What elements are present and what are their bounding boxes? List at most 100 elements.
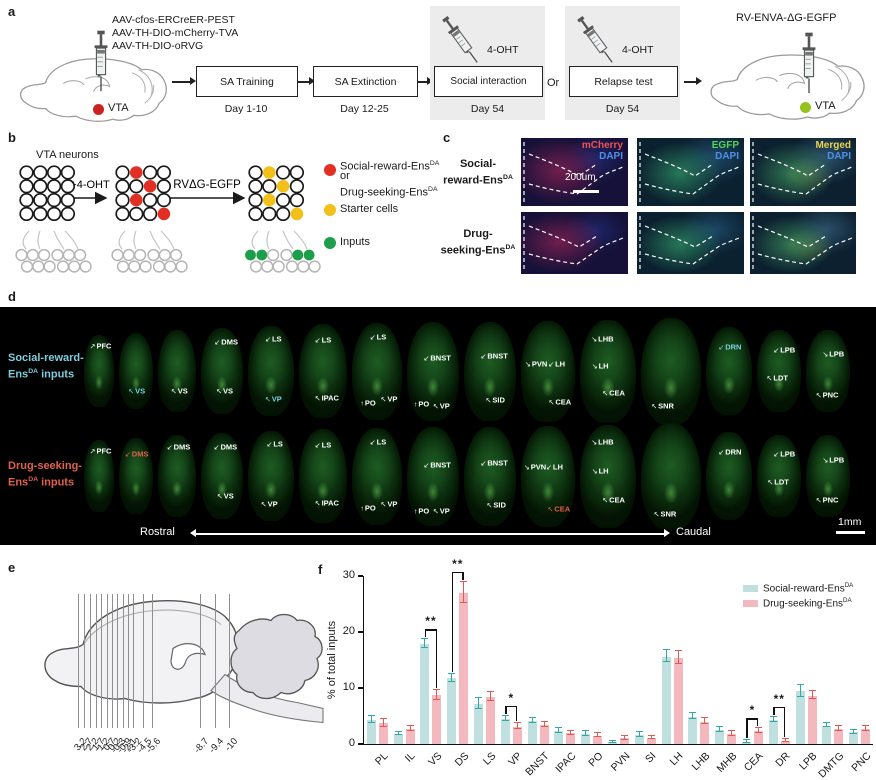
bar-social-PL bbox=[366, 719, 376, 744]
bar-social-DR bbox=[768, 719, 778, 744]
input-neuron bbox=[51, 248, 64, 262]
legend-social-sup: DA bbox=[429, 160, 440, 167]
bar-group-PL bbox=[364, 576, 391, 744]
bar-drug-DMTG bbox=[834, 728, 844, 744]
fluorescence-spot bbox=[131, 375, 141, 391]
flow-arrow-2 bbox=[298, 78, 315, 85]
bar-drug-SI bbox=[646, 737, 656, 744]
legend-ensemble-drug: Drug-seeking-EnsDA bbox=[340, 183, 438, 200]
region-arrow-icon: ↙ bbox=[214, 339, 221, 347]
x-tick-DMTG: DMTG bbox=[815, 750, 847, 780]
bar-social-DMTG bbox=[822, 725, 832, 744]
region-label-snr: ↖SNR bbox=[654, 510, 677, 519]
brain-section-blob bbox=[580, 319, 636, 423]
fluorescence-spot bbox=[216, 376, 228, 394]
region-text: PNC bbox=[822, 390, 839, 400]
vta-neuron bbox=[276, 180, 290, 193]
errorbar-social-MHB bbox=[716, 726, 724, 732]
region-text: BNST bbox=[430, 460, 451, 470]
region-label-vs: ↖VS bbox=[171, 387, 188, 397]
region-arrow-icon: ↙ bbox=[314, 442, 321, 450]
input-neuron bbox=[297, 260, 310, 273]
region-arrow-icon: ↖ bbox=[380, 501, 387, 509]
step-sa-training: SA Training bbox=[196, 66, 298, 97]
vta-neuron bbox=[129, 206, 144, 222]
vta-neuron bbox=[248, 179, 263, 194]
x-tick-IPAC: IPAC bbox=[553, 750, 579, 776]
errorbar-drug-MHB bbox=[728, 730, 736, 736]
vta-neuron bbox=[46, 179, 62, 194]
section-line bbox=[96, 594, 97, 728]
brain-section-blob bbox=[580, 424, 636, 528]
fluorescence-spot bbox=[317, 481, 329, 501]
vta-neuron bbox=[290, 207, 304, 221]
region-label-po: ↑PO bbox=[360, 504, 375, 513]
region-arrow-icon: ↙ bbox=[166, 444, 173, 452]
region-text: LHB bbox=[598, 334, 614, 344]
fluorescence-spot bbox=[172, 480, 182, 498]
input-neuron bbox=[62, 248, 75, 262]
micrograph-drug-egfp bbox=[637, 212, 744, 274]
region-arrow-icon: ↙ bbox=[369, 334, 376, 342]
errorbar-drug-VP bbox=[513, 722, 521, 729]
region-arrow-icon: ↖ bbox=[432, 508, 439, 516]
projection-line bbox=[22, 230, 30, 250]
region-label-lpb: ↘LPB bbox=[822, 350, 844, 359]
region-text: PFC bbox=[96, 341, 112, 351]
fluorescence-spot bbox=[216, 481, 228, 499]
region-arrow-icon: ↘ bbox=[822, 457, 829, 465]
errorbar-drug-PL bbox=[379, 717, 387, 727]
panel-e-letter: e bbox=[8, 560, 16, 575]
region-arrow-icon: ↘ bbox=[523, 464, 530, 472]
region-text: SNR bbox=[660, 509, 677, 519]
input-neuron bbox=[175, 260, 188, 273]
region-label-ls: ↙LS bbox=[266, 440, 282, 450]
region-text: PVN bbox=[530, 462, 547, 472]
vta-neuron bbox=[289, 179, 305, 194]
region-label-ls: ↙LS bbox=[370, 438, 386, 448]
region-label-vp: ↖VP bbox=[433, 402, 450, 411]
panel-e: e 3.2 2.7 2.2 1.7 1.2 0.7 0.2 -0.3 -0.9 -2.1 -3.2-… bbox=[0, 556, 330, 780]
bar-drug-PO bbox=[593, 735, 603, 744]
region-label-vp: ↖VP bbox=[380, 500, 398, 510]
input-neuron bbox=[37, 248, 51, 262]
input-neuron bbox=[128, 260, 141, 273]
input-neuron bbox=[261, 260, 274, 273]
brain-section-blob bbox=[84, 335, 114, 407]
brain-section-blob bbox=[521, 320, 575, 422]
input-neuron bbox=[56, 260, 70, 273]
region-label-lh: ↙LH bbox=[546, 463, 563, 472]
region-arrow-icon: ↖ bbox=[548, 399, 555, 407]
region-text: SNR bbox=[658, 401, 674, 411]
bar-group-DR bbox=[766, 576, 793, 744]
region-arrow-icon: ↘ bbox=[591, 468, 598, 476]
step-social-interaction: Social interaction bbox=[434, 66, 543, 97]
bar-social-MHB bbox=[715, 730, 725, 744]
region-arrow-icon: ↖ bbox=[314, 395, 321, 403]
errorbar-drug-VS bbox=[433, 688, 441, 700]
region-text: VP bbox=[439, 506, 450, 516]
x-tick-PO: PO bbox=[585, 750, 606, 770]
region-label-snr: ↖SNR bbox=[651, 401, 674, 412]
brain-section: ↖VS bbox=[119, 333, 153, 409]
brain-section: ↙LS ↑PO ↖VP bbox=[352, 427, 402, 525]
region-label-bnst: ↙BNST bbox=[423, 354, 451, 364]
vta-neuron bbox=[60, 192, 76, 208]
region-label-ls: ↙LS bbox=[369, 333, 386, 343]
region-arrow-icon: ↘ bbox=[591, 336, 598, 344]
input-neuron bbox=[249, 260, 263, 273]
panel-c-row2-label: Drug- seeking-EnsDA bbox=[438, 228, 518, 258]
section-line bbox=[101, 594, 102, 728]
vta-neuron bbox=[130, 166, 143, 179]
bar-drug-LHB bbox=[700, 721, 710, 744]
region-text: CEA bbox=[609, 388, 625, 398]
bar-social-IL bbox=[393, 733, 403, 744]
bar-drug-IPAC bbox=[566, 733, 576, 744]
projection-line bbox=[118, 230, 126, 250]
virus-list: AAV-cfos-ERCreER-PEST AAV-TH-DIO-mCherry… bbox=[112, 14, 238, 53]
fluorescence-spot bbox=[483, 376, 497, 397]
section-line bbox=[200, 594, 201, 728]
bar-social-IPAC bbox=[554, 731, 564, 744]
region-arrow-icon: ↙ bbox=[423, 355, 430, 363]
brain-section-blob bbox=[641, 317, 701, 425]
